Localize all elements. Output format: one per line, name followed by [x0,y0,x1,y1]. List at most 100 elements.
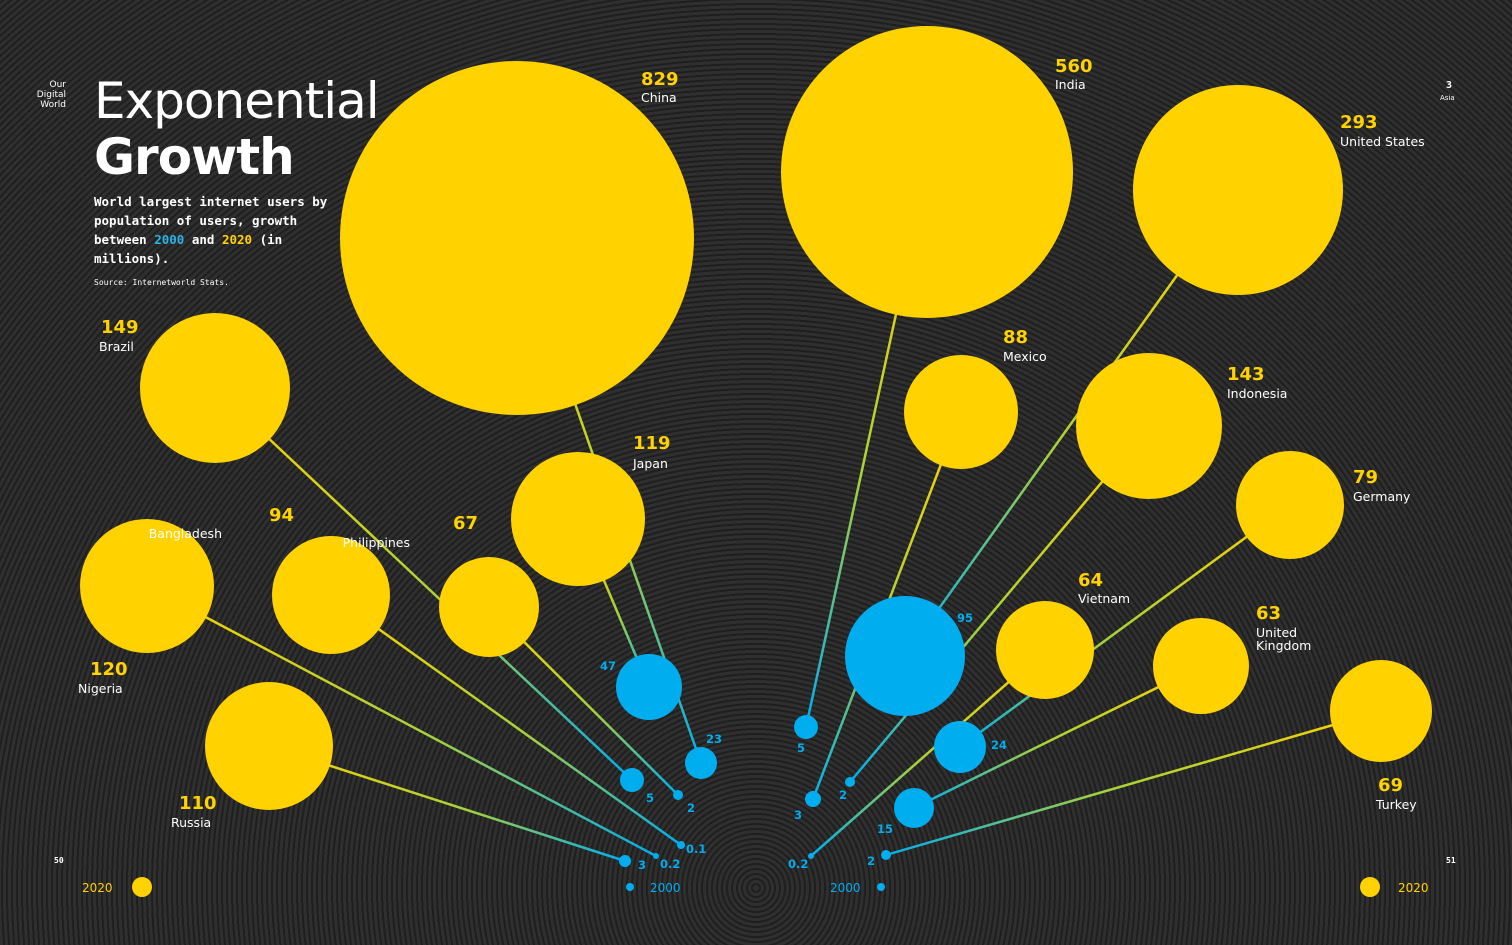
bubble-2000-indonesia [845,777,855,787]
value-2020-mexico: 88 [1003,327,1028,348]
country-label-germany: Germany [1353,489,1411,504]
country-label-china: China [641,90,677,105]
value-2000-indonesia: 2 [839,788,847,802]
value-2000-philippines: 2 [687,801,695,815]
value-2000-india: 5 [797,741,805,755]
page-number-top-right: 3 [1446,80,1453,91]
country-label-mexico: Mexico [1003,349,1047,364]
brand-line: Digital [36,90,66,100]
value-2020-united-states: 293 [1340,112,1378,133]
bubble-2000-united-states [845,596,965,716]
value-2000-united-kingdom: 15 [877,822,893,836]
country-label-philippines: Philippines [343,535,410,550]
country-label-indonesia: Indonesia [1227,386,1287,401]
page-number-right: 51 [1446,856,1456,865]
connector-indonesia [849,425,1150,783]
bubble-2000-brazil [620,768,644,792]
connector-germany [959,503,1291,749]
country-label-united-kingdom: United [1256,625,1297,640]
bubble-2020-china [340,61,694,415]
value-2000-united-states: 95 [957,611,973,625]
country-label-japan: Japan [632,456,668,471]
brand-line: Our [49,80,67,90]
value-2000-germany: 24 [991,738,1007,752]
bubble-2020-russia [205,682,333,810]
country-label-nigeria: Nigeria [78,681,123,696]
timeline-left-2000-label: 2000 [650,881,681,895]
source-note: Source: Internetworld Stats. [94,278,229,287]
bubble-2000-china [685,747,717,779]
bubble-2000-philippines [673,790,683,800]
timeline-right-2020-label: 2020 [1398,881,1429,895]
value-2000-bangladesh: 0.1 [686,842,706,856]
timeline-right-2020-dot [1360,877,1380,897]
bubble-2020-vietnam [996,601,1094,699]
connector-brazil [214,387,633,781]
connector-united-kingdom [913,664,1202,810]
value-2000-turkey: 2 [867,854,875,868]
subtitle-year-2000: 2000 [154,232,185,247]
value-2020-china: 829 [641,69,679,90]
timeline-left-2000-dot [626,883,634,891]
subtitle-year-2020: 2020 [221,232,253,247]
country-label-united-states: United States [1340,134,1425,149]
value-2000-vietnam: 0.2 [788,857,808,871]
bubble-2000-japan [616,654,682,720]
value-2000-japan: 47 [600,659,616,673]
country-label-bangladesh: Bangladesh [149,526,222,541]
value-2020-philippines: 67 [453,513,478,534]
value-2020-japan: 119 [633,433,671,454]
value-2000-brazil: 5 [646,791,654,805]
value-2000-mexico: 3 [794,808,802,822]
bubble-2020-germany [1236,451,1344,559]
value-2000-china: 23 [706,732,722,746]
bubble-2000-germany [934,721,986,773]
timeline-left-2020-dot [132,877,152,897]
timeline-right-2000-label: 2000 [830,881,861,895]
bubble-2020-mexico [904,355,1018,469]
country-label-russia: Russia [171,815,211,830]
value-2020-vietnam: 64 [1078,570,1103,591]
connector-nigeria [146,584,657,858]
bubble-2020-india [781,26,1073,318]
bubble-2000-russia [619,855,631,867]
country-label-united-kingdom: Kingdom [1256,638,1311,653]
value-2020-brazil: 149 [101,317,139,338]
bubble-2020-bangladesh [272,536,390,654]
bubble-2000-turkey [881,850,891,860]
bubble-2020-united-states [1133,85,1343,295]
value-2020-indonesia: 143 [1227,364,1265,385]
bubble-2000-vietnam [808,853,814,859]
value-2020-germany: 79 [1353,467,1378,488]
timeline-right-2000-dot [877,883,885,891]
country-label-brazil: Brazil [99,339,134,354]
value-2020-turkey: 69 [1378,775,1403,796]
brand-logo-text: Our Digital World [36,80,66,110]
value-2020-india: 560 [1055,56,1093,77]
subtitle-text: and [184,232,222,247]
country-label-turkey: Turkey [1375,797,1417,812]
value-2000-russia: 3 [638,858,646,872]
bubble-2020-japan [511,452,645,586]
value-2020-nigeria: 120 [90,659,128,680]
bubble-2000-bangladesh [677,841,685,849]
bubble-2020-indonesia [1076,353,1222,499]
subtitle-text: World largest internet users by populati… [94,194,328,247]
bubble-2000-united-kingdom [894,788,934,828]
value-2020-russia: 110 [179,793,217,814]
page-title-light: Exponential [94,72,380,130]
value-2020-bangladesh: 94 [269,505,294,526]
bubble-2020-nigeria [80,519,214,653]
bubble-2000-india [794,715,818,739]
timeline-left-2020-label: 2020 [82,881,113,895]
country-label-india: India [1055,77,1086,92]
connector-turkey [885,709,1382,857]
chart-subtitle: World largest internet users by populati… [94,192,344,268]
value-2020-united-kingdom: 63 [1256,603,1281,624]
bubble-2020-united-kingdom [1153,618,1249,714]
value-2000-nigeria: 0.2 [660,857,680,871]
brand-line: World [40,100,66,110]
subtitle-text: (in millions). [94,232,283,266]
bubble-2020-brazil [140,313,290,463]
